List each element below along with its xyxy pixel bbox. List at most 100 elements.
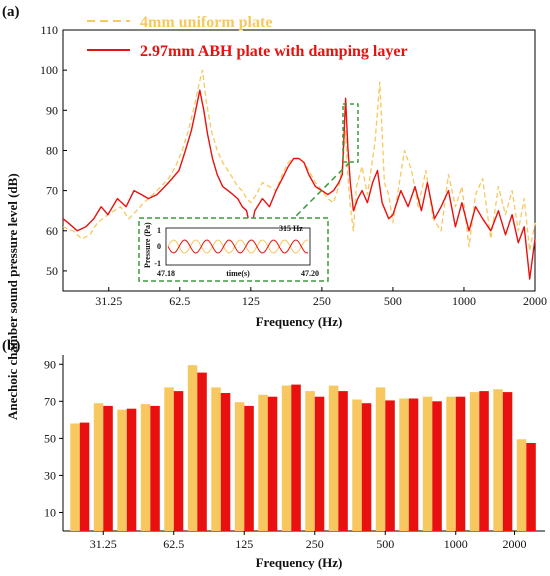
b-x-tick-label: 250 xyxy=(306,537,324,551)
panel-a-label: (a) xyxy=(2,4,20,20)
bar-abh xyxy=(502,392,513,531)
inset-y-tick-minus1: -1 xyxy=(154,259,161,268)
bar-abh xyxy=(314,396,325,531)
inset-wave-uniform xyxy=(167,239,309,254)
bar-uniform xyxy=(399,398,409,531)
b-x-tick-label: 125 xyxy=(235,537,253,551)
bar-abh xyxy=(385,400,395,531)
inset-y-tick-1: 1 xyxy=(157,226,161,235)
inset-plot-frame xyxy=(165,227,311,266)
bar-uniform xyxy=(164,387,174,531)
a-y-tick-label: 90 xyxy=(46,103,58,117)
bar-abh xyxy=(291,384,301,531)
bar-abh xyxy=(173,391,184,531)
bar-abh xyxy=(479,391,489,531)
bar-uniform xyxy=(328,385,339,531)
bar-uniform xyxy=(469,392,480,531)
b-y-tick-label: 90 xyxy=(44,357,56,371)
bar-uniform xyxy=(234,402,245,531)
bar-uniform xyxy=(281,385,292,531)
a-y-tick-label: 50 xyxy=(46,264,58,278)
a-y-tick-label: 60 xyxy=(46,224,58,238)
panel-a: (a) 50 60 70 80 90 100 110 31.25 62.5 125 250 500 1… xyxy=(2,4,547,329)
y-axis-title: Anechoic chamber sound pressure level (d… xyxy=(5,173,20,420)
bar-uniform xyxy=(352,399,362,531)
bar-abh xyxy=(267,396,278,531)
series-line-uniform xyxy=(62,69,536,252)
bar-uniform xyxy=(70,423,80,531)
bar-uniform xyxy=(211,387,221,531)
bar-abh xyxy=(103,405,113,531)
bar-abh xyxy=(79,422,90,531)
bar-abh xyxy=(197,372,207,531)
a-x-tick-label: 62.5 xyxy=(169,294,190,308)
legend-label-uniform: 4mm uniform plate xyxy=(140,14,272,31)
legend: 4mm uniform plate 2.97mm ABH plate with … xyxy=(87,14,408,60)
a-x-tick-label: 2000 xyxy=(523,294,547,308)
b-y-tick-label: 10 xyxy=(44,505,56,519)
bar-abh xyxy=(408,398,419,531)
zoom-box xyxy=(342,103,359,163)
bar-abh xyxy=(220,393,231,531)
bar-uniform xyxy=(305,391,315,531)
bar-abh xyxy=(526,443,536,531)
panel-a-lines xyxy=(62,69,536,280)
a-y-tick-label: 80 xyxy=(46,143,58,157)
bar-uniform xyxy=(422,396,433,531)
inset-x-tick-end: 47.20 xyxy=(301,269,319,278)
panel-b-y-ticks: 10 30 50 70 90 xyxy=(44,357,63,519)
inset-y-axis-title: Pressure (Pa) xyxy=(143,222,152,268)
bar-abh xyxy=(432,401,442,531)
panel-b: (b) 10 30 50 70 90 31.25 62.5 125 250 500 1000 200… xyxy=(2,338,545,570)
inset-wave-abh xyxy=(167,239,309,254)
bar-abh xyxy=(455,396,466,531)
inset-y-tick-0: 0 xyxy=(157,242,161,251)
b-x-tick-label: 2000 xyxy=(503,537,527,551)
b-x-tick-label: 62.5 xyxy=(163,537,184,551)
a-x-tick-label: 1000 xyxy=(452,294,476,308)
bar-abh xyxy=(244,405,254,531)
b-y-tick-label: 30 xyxy=(44,468,56,482)
b-x-tick-label: 1000 xyxy=(444,537,468,551)
bar-uniform xyxy=(493,389,503,531)
series-line-abh xyxy=(62,89,536,280)
b-x-tick-label: 31.25 xyxy=(90,537,117,551)
a-x-tick-label: 500 xyxy=(384,294,402,308)
a-y-tick-label: 110 xyxy=(40,23,58,37)
b-x-tick-label: 500 xyxy=(376,537,394,551)
a-y-tick-label: 100 xyxy=(40,63,58,77)
bar-uniform xyxy=(117,409,127,531)
legend-label-abh: 2.97mm ABH plate with damping layer xyxy=(140,43,408,60)
panel-b-x-ticks: 31.25 62.5 125 250 500 1000 2000 xyxy=(90,531,527,551)
b-y-tick-label: 50 xyxy=(44,431,56,445)
panel-a-x-ticks: 31.25 62.5 125 250 500 1000 2000 xyxy=(95,287,547,308)
bar-uniform xyxy=(258,394,268,531)
inset-x-axis-title: time(s) xyxy=(226,269,250,278)
a-x-tick-label: 125 xyxy=(242,294,260,308)
panel-b-bars xyxy=(70,365,536,531)
bar-uniform xyxy=(187,365,198,531)
bar-uniform xyxy=(375,387,386,531)
inset-x-tick-start: 47.18 xyxy=(157,269,175,278)
bar-abh xyxy=(126,408,137,531)
bar-abh xyxy=(338,391,348,531)
panel-a-y-ticks: 50 60 70 80 90 100 110 xyxy=(40,23,67,278)
panel-b-label: (b) xyxy=(2,338,20,354)
a-x-tick-label: 31.25 xyxy=(95,294,122,308)
zoom-annotation: 315 Hz Pressure (Pa) 1 0 -1 47.18 time(s… xyxy=(138,103,359,282)
panel-a-x-axis-title: Frequency (Hz) xyxy=(256,314,343,329)
panel-b-x-axis-title: Frequency (Hz) xyxy=(256,555,343,570)
a-x-tick-label: 250 xyxy=(313,294,331,308)
bar-uniform xyxy=(446,396,456,531)
bar-uniform xyxy=(140,404,151,531)
b-y-tick-label: 70 xyxy=(44,394,56,408)
zoom-connector xyxy=(290,161,351,222)
bar-uniform xyxy=(93,403,104,531)
bar-abh xyxy=(150,405,160,531)
a-y-tick-label: 70 xyxy=(46,184,58,198)
inset-frequency-label: 315 Hz xyxy=(279,224,303,233)
bar-abh xyxy=(361,403,372,531)
bar-uniform xyxy=(516,439,527,531)
panel-a-axes-frame xyxy=(62,29,536,292)
